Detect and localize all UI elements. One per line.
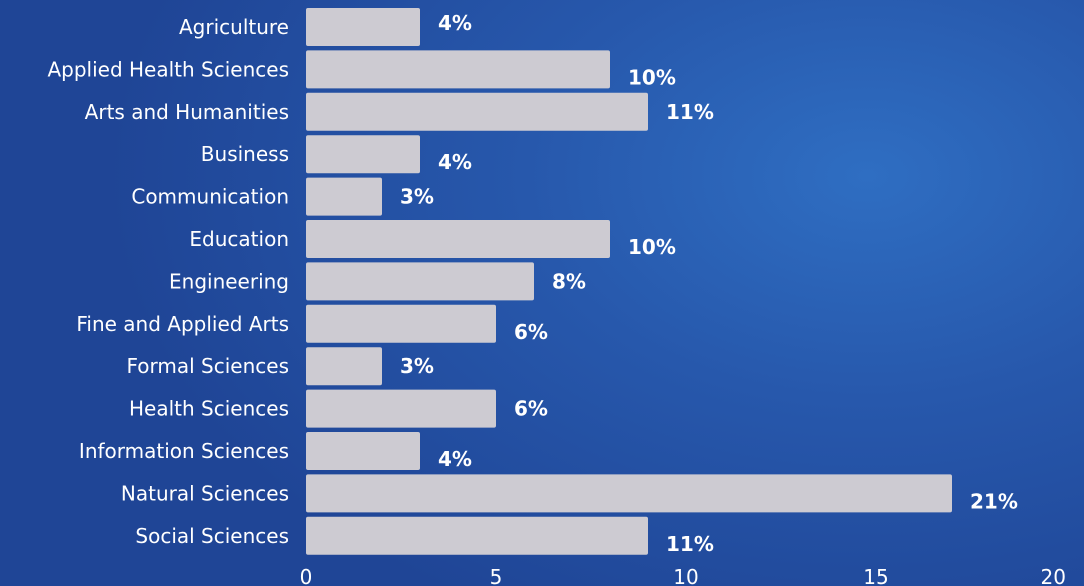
data-label: 6% bbox=[514, 397, 548, 421]
data-label: 21% bbox=[970, 489, 1018, 513]
data-label: 10% bbox=[628, 235, 676, 259]
data-label: 3% bbox=[400, 185, 434, 209]
category-label: Business bbox=[201, 142, 289, 166]
bar bbox=[306, 50, 610, 89]
bar bbox=[306, 347, 382, 386]
x-tick-label: 20 bbox=[1041, 565, 1066, 586]
x-axis-ticks: 0 5 10 15 20 bbox=[300, 565, 1066, 586]
category-labels: Agriculture Applied Health Sciences Arts a… bbox=[47, 15, 289, 548]
bars-layer bbox=[306, 8, 952, 555]
bar bbox=[306, 432, 420, 470]
bar bbox=[306, 220, 610, 258]
data-label: 11% bbox=[666, 100, 714, 124]
data-label: 11% bbox=[666, 532, 714, 556]
category-label: Information Sciences bbox=[79, 439, 289, 463]
data-label: 8% bbox=[552, 269, 586, 293]
category-label: Natural Sciences bbox=[121, 481, 289, 505]
category-label: Applied Health Sciences bbox=[47, 57, 289, 81]
category-label: Arts and Humanities bbox=[85, 100, 289, 124]
data-label: 6% bbox=[514, 320, 548, 344]
category-label: Engineering bbox=[169, 269, 289, 293]
data-label: 3% bbox=[400, 354, 434, 378]
bar bbox=[306, 135, 420, 174]
bar bbox=[306, 389, 496, 428]
category-label: Social Sciences bbox=[135, 524, 289, 548]
value-labels: 4%10%11%4%3%10%8%6%3%6%4%21%11% bbox=[400, 11, 1018, 556]
category-label: Education bbox=[189, 227, 289, 251]
category-label: Fine and Applied Arts bbox=[76, 312, 289, 336]
data-label: 4% bbox=[438, 11, 472, 35]
x-tick-label: 0 bbox=[300, 565, 313, 586]
x-tick-label: 5 bbox=[490, 565, 503, 586]
x-tick-label: 15 bbox=[863, 565, 888, 586]
category-label: Health Sciences bbox=[129, 397, 289, 421]
bar bbox=[306, 92, 648, 131]
category-label: Formal Sciences bbox=[127, 354, 290, 378]
bar bbox=[306, 474, 952, 513]
data-label: 10% bbox=[628, 65, 676, 89]
bar bbox=[306, 516, 648, 555]
data-label: 4% bbox=[438, 447, 472, 471]
category-label: Communication bbox=[131, 185, 289, 209]
bar bbox=[306, 177, 382, 216]
bar bbox=[306, 304, 496, 343]
x-tick-label: 10 bbox=[673, 565, 698, 586]
bar bbox=[306, 262, 534, 301]
bar bbox=[306, 8, 420, 46]
data-label: 4% bbox=[438, 150, 472, 174]
category-label: Agriculture bbox=[179, 15, 289, 39]
